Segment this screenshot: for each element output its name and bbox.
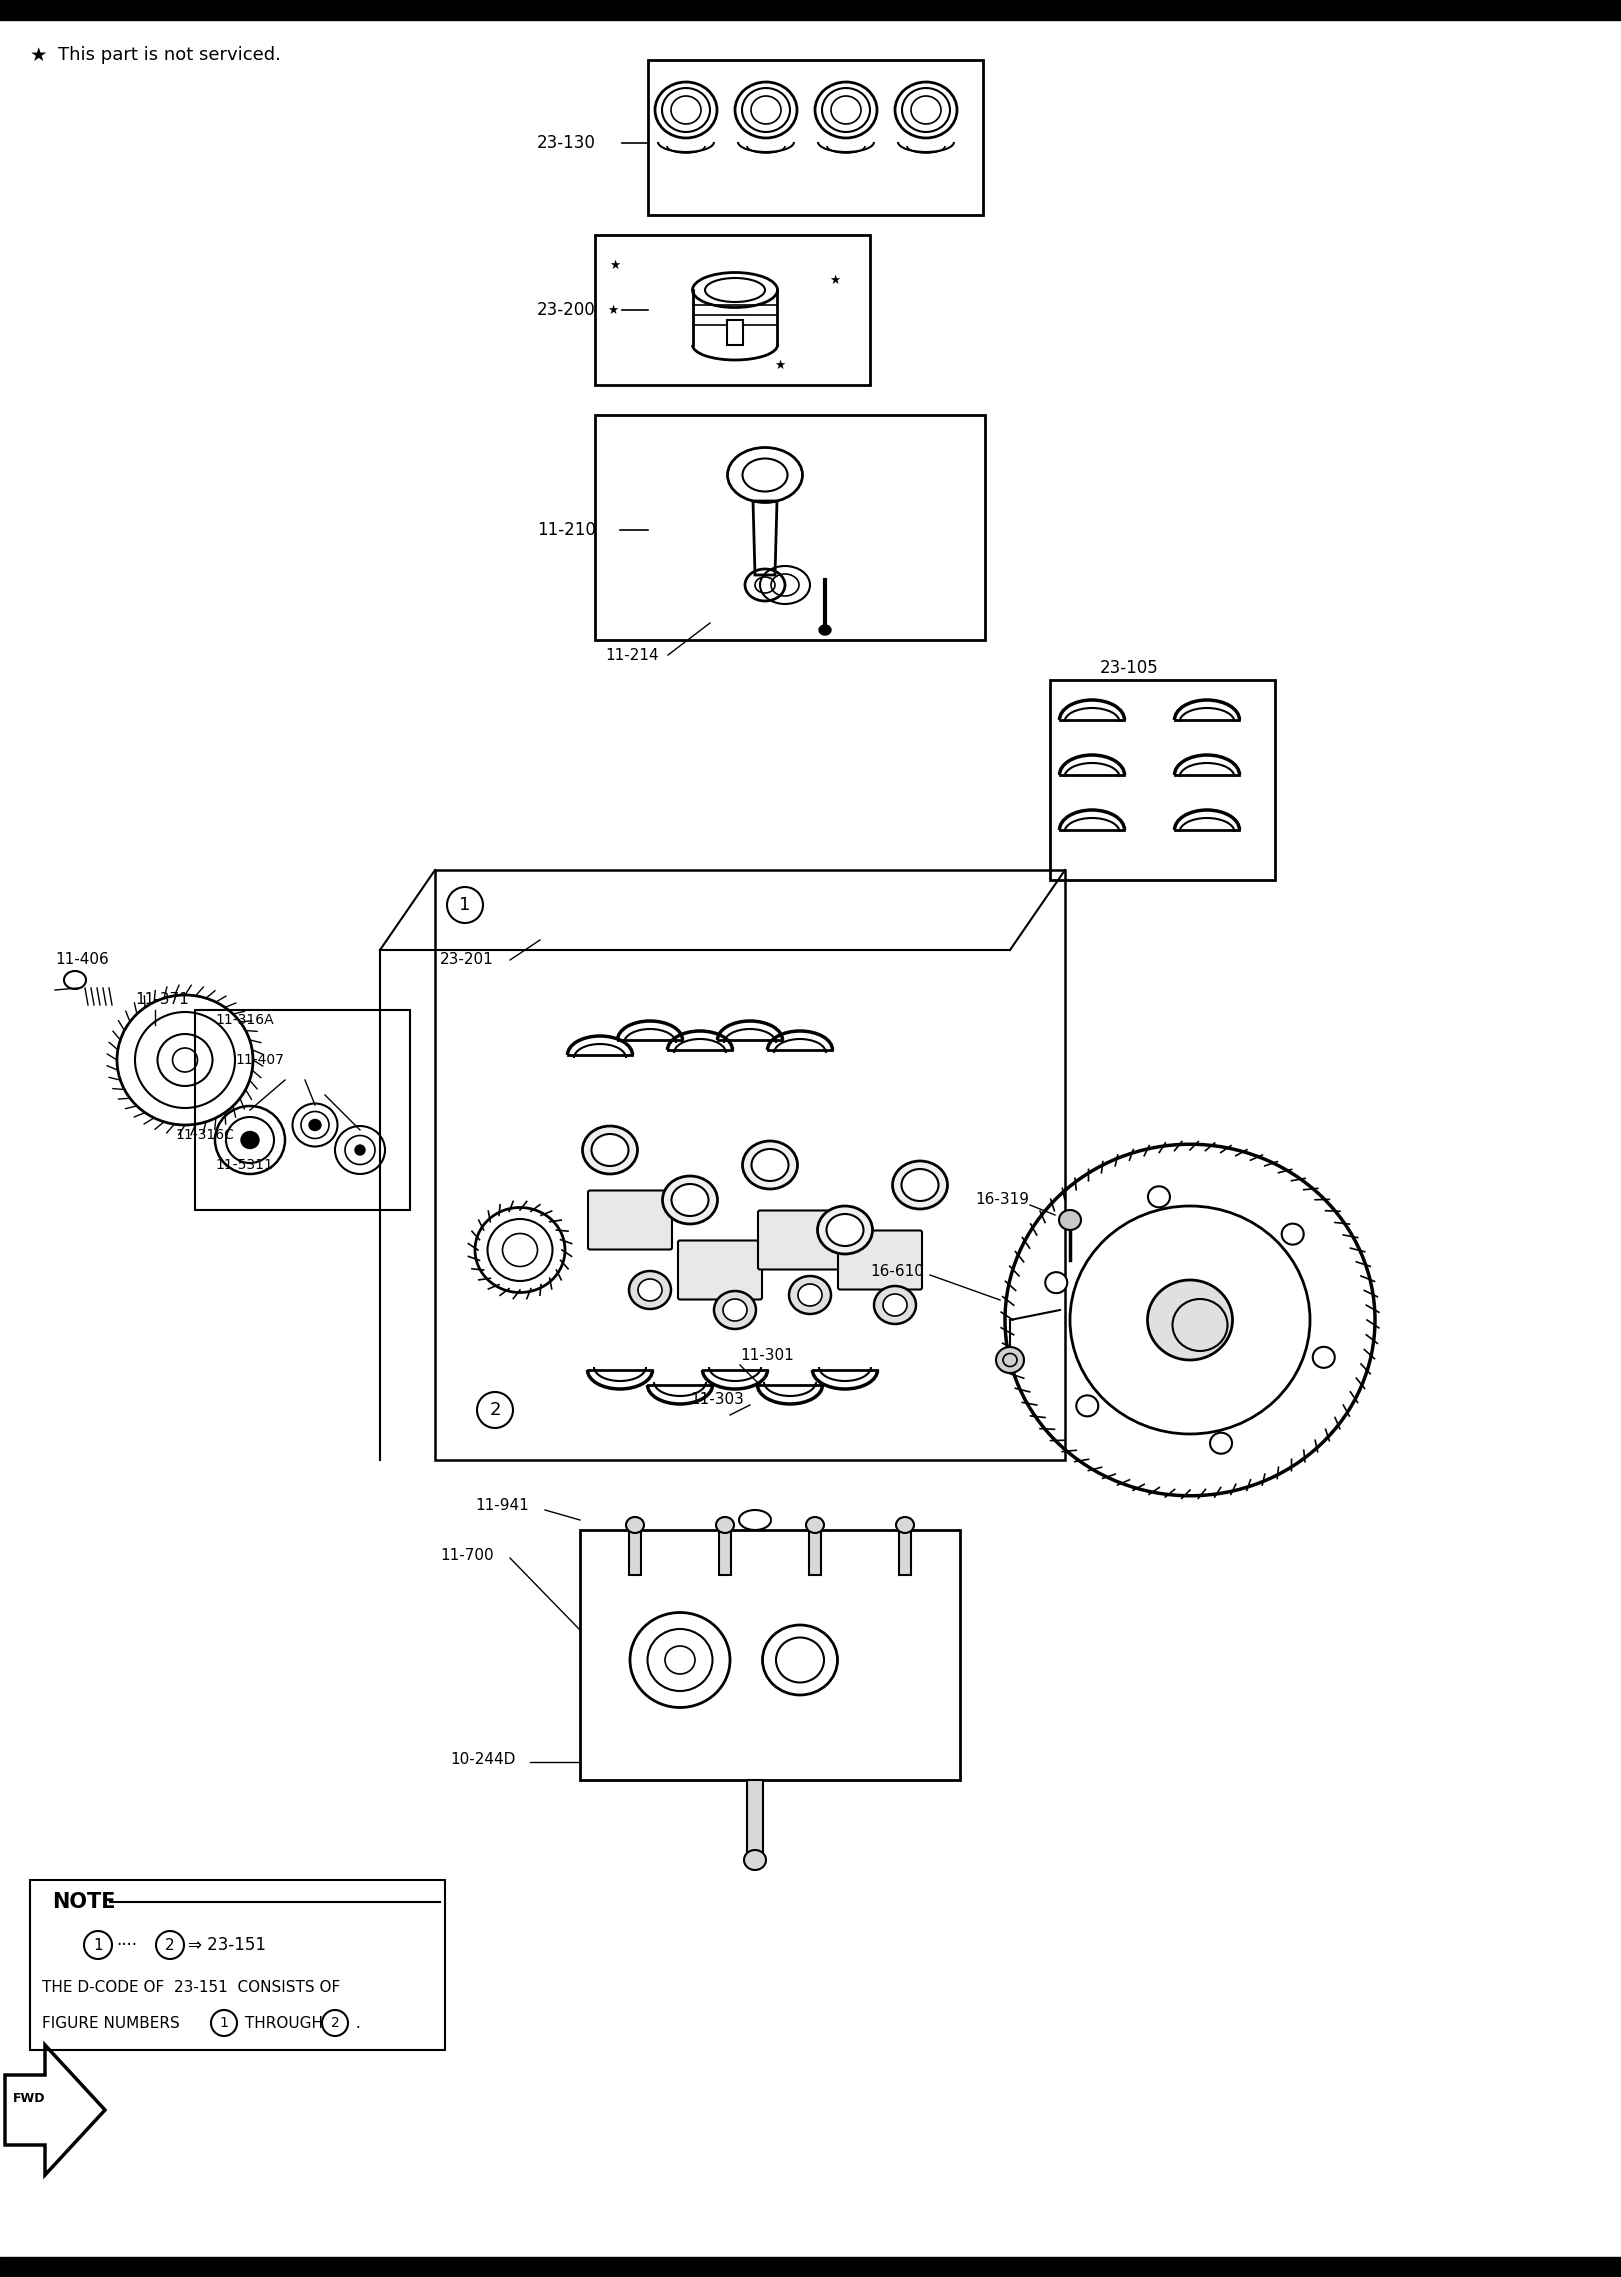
- Ellipse shape: [901, 1168, 939, 1200]
- Text: 16-319: 16-319: [974, 1193, 1029, 1207]
- Bar: [0, 0, 1621, 20]
- Bar: [0, 2257, 1621, 2277]
- Bar: [809, 1526, 820, 1576]
- Ellipse shape: [1059, 1209, 1081, 1230]
- Text: 11-301: 11-301: [741, 1348, 794, 1362]
- Ellipse shape: [742, 1141, 798, 1189]
- Ellipse shape: [723, 1298, 747, 1321]
- Ellipse shape: [817, 1207, 872, 1255]
- Text: 11-210: 11-210: [537, 521, 597, 540]
- Text: 11-316C: 11-316C: [175, 1127, 233, 1143]
- Bar: [726, 321, 742, 346]
- Text: 23-200: 23-200: [537, 301, 597, 319]
- Text: 2: 2: [490, 1400, 501, 1419]
- Bar: [900, 1526, 911, 1576]
- Ellipse shape: [827, 1214, 864, 1246]
- Text: 11-407: 11-407: [235, 1052, 284, 1068]
- Ellipse shape: [592, 1134, 629, 1166]
- Text: NOTE: NOTE: [52, 1892, 115, 1913]
- Ellipse shape: [806, 1516, 823, 1532]
- Text: ★: ★: [31, 46, 47, 64]
- Bar: [629, 1526, 640, 1576]
- Text: .: .: [352, 2015, 361, 2031]
- Text: 23-201: 23-201: [439, 952, 494, 968]
- Bar: [595, 235, 870, 385]
- Ellipse shape: [663, 1175, 718, 1225]
- Ellipse shape: [626, 1516, 644, 1532]
- Ellipse shape: [1282, 1223, 1303, 1246]
- Text: 11-316A: 11-316A: [216, 1013, 274, 1027]
- Ellipse shape: [789, 1275, 832, 1314]
- Ellipse shape: [242, 1132, 259, 1148]
- Text: 2: 2: [331, 2015, 339, 2031]
- Ellipse shape: [1076, 1396, 1099, 1416]
- Text: 11-406: 11-406: [55, 952, 109, 968]
- Text: 2: 2: [165, 1938, 175, 1951]
- Ellipse shape: [671, 1184, 708, 1216]
- Ellipse shape: [1046, 1273, 1067, 1293]
- Bar: [720, 1526, 731, 1576]
- Text: This part is not serviced.: This part is not serviced.: [58, 46, 280, 64]
- Ellipse shape: [752, 1150, 788, 1182]
- Ellipse shape: [713, 1291, 755, 1330]
- Ellipse shape: [716, 1516, 734, 1532]
- Ellipse shape: [310, 1120, 321, 1129]
- Text: 1: 1: [219, 2015, 229, 2031]
- Ellipse shape: [1209, 1432, 1232, 1453]
- Text: ★: ★: [609, 260, 621, 271]
- Ellipse shape: [1148, 1280, 1232, 1359]
- Text: 23-105: 23-105: [1101, 658, 1159, 676]
- FancyBboxPatch shape: [678, 1241, 762, 1300]
- Ellipse shape: [639, 1280, 661, 1300]
- FancyBboxPatch shape: [838, 1230, 922, 1289]
- Text: FWD: FWD: [13, 2093, 45, 2104]
- Text: 11-941: 11-941: [475, 1498, 528, 1512]
- Text: THROUGH: THROUGH: [240, 2015, 323, 2031]
- Text: ⇒ 23-151: ⇒ 23-151: [188, 1935, 266, 1954]
- Text: ★: ★: [830, 273, 841, 287]
- Text: 11-371: 11-371: [135, 993, 188, 1006]
- Bar: [648, 59, 982, 214]
- Text: ····: ····: [117, 1935, 138, 1954]
- Text: 11-214: 11-214: [605, 647, 658, 663]
- Ellipse shape: [1313, 1346, 1334, 1368]
- Text: 1: 1: [92, 1938, 102, 1951]
- Text: 11-700: 11-700: [439, 1548, 494, 1562]
- Text: 16-610: 16-610: [870, 1264, 924, 1280]
- Bar: [195, 1011, 410, 1209]
- Text: 1: 1: [459, 897, 470, 913]
- Ellipse shape: [355, 1145, 365, 1154]
- Bar: [580, 1530, 960, 1781]
- Ellipse shape: [896, 1516, 914, 1532]
- Ellipse shape: [893, 1161, 948, 1209]
- Bar: [31, 1881, 446, 2049]
- Ellipse shape: [744, 1849, 767, 1869]
- Ellipse shape: [995, 1348, 1024, 1373]
- Text: FIGURE NUMBERS: FIGURE NUMBERS: [42, 2015, 185, 2031]
- Text: ★: ★: [775, 357, 786, 371]
- Ellipse shape: [883, 1293, 908, 1316]
- Bar: [595, 414, 986, 640]
- Ellipse shape: [874, 1287, 916, 1323]
- Text: 10-244D: 10-244D: [451, 1753, 515, 1767]
- Text: 23-130: 23-130: [537, 134, 597, 153]
- Ellipse shape: [1148, 1186, 1170, 1207]
- Ellipse shape: [798, 1284, 822, 1307]
- Ellipse shape: [582, 1127, 637, 1175]
- Ellipse shape: [819, 624, 832, 635]
- Text: ★: ★: [608, 303, 619, 317]
- Bar: [747, 1781, 763, 1860]
- Text: 11-303: 11-303: [691, 1394, 744, 1407]
- FancyBboxPatch shape: [759, 1211, 841, 1271]
- Text: 11-5311: 11-5311: [216, 1159, 272, 1173]
- Bar: [1050, 681, 1276, 879]
- FancyBboxPatch shape: [588, 1191, 673, 1250]
- Text: THE D-CODE OF  23-151  CONSISTS OF: THE D-CODE OF 23-151 CONSISTS OF: [42, 1981, 340, 1995]
- Ellipse shape: [629, 1271, 671, 1309]
